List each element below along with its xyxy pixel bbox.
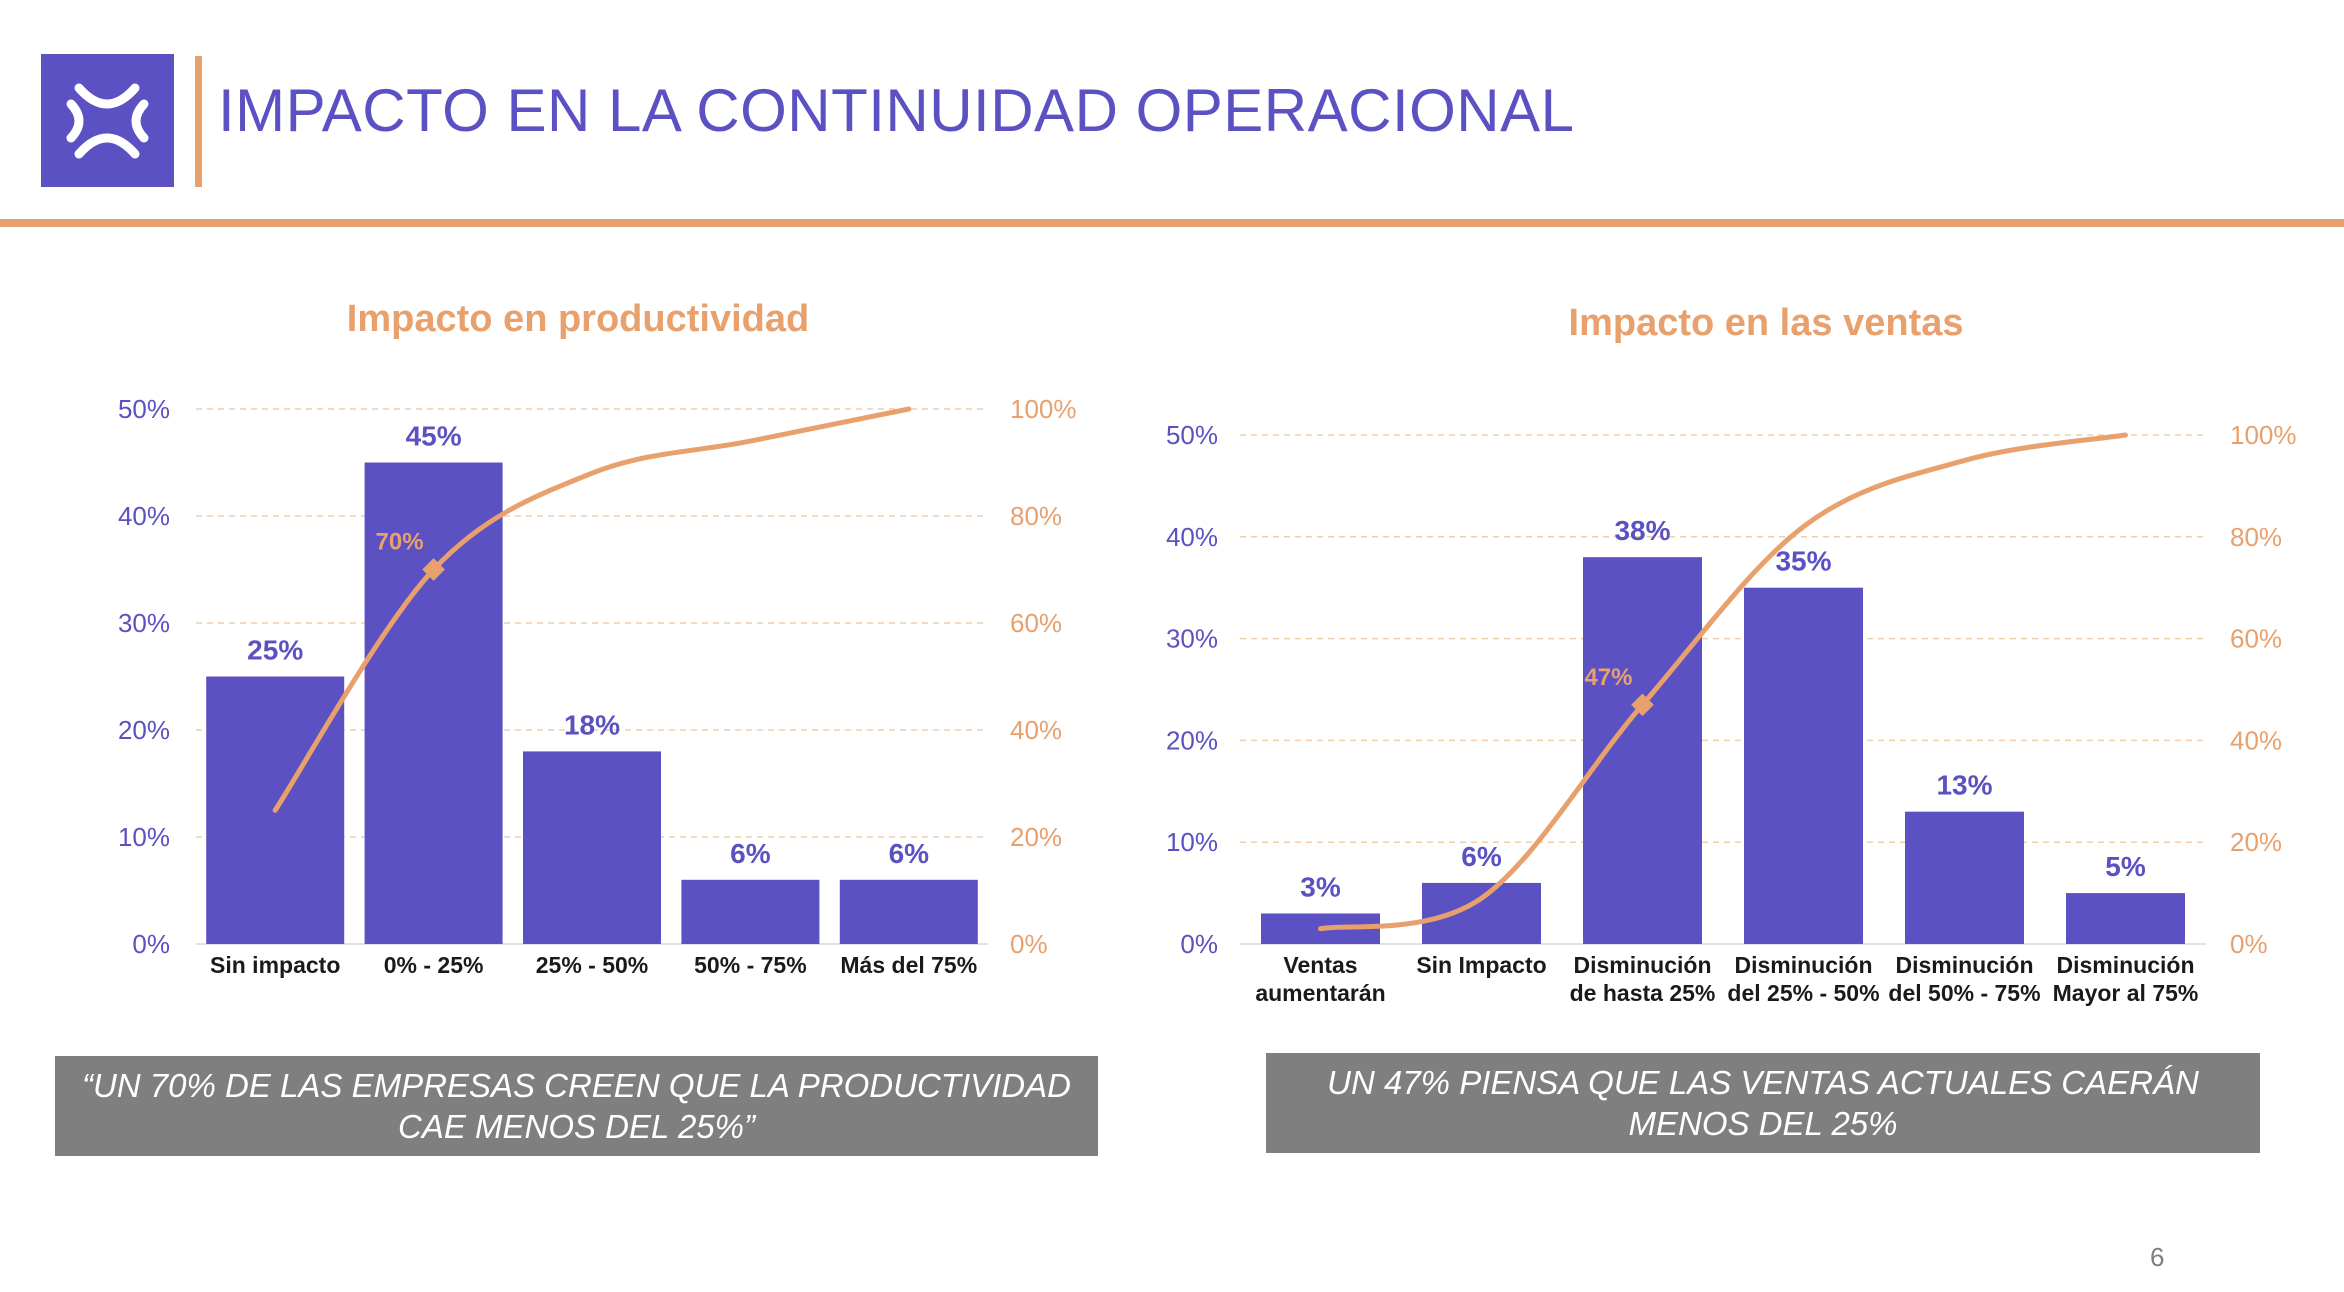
prod-bar xyxy=(364,462,503,944)
prod-bar xyxy=(523,751,661,944)
sales-category-label: Ventas xyxy=(1283,952,1357,978)
sales-y-tick-label: 10% xyxy=(1166,827,1218,857)
prod-category-label: Sin impacto xyxy=(210,952,340,978)
sales-cumulative-line xyxy=(1318,432,2128,932)
page-title: IMPACTO EN LA CONTINUIDAD OPERACIONAL xyxy=(218,77,1575,144)
productivity-quote-box: “UN 70% DE LAS EMPRESAS CREEN QUE LA PRO… xyxy=(55,1056,1098,1156)
sales-y-tick-label: 50% xyxy=(1166,420,1218,450)
sales-category-label: de hasta 25% xyxy=(1570,980,1716,1006)
prod-y2-tick-label: 100% xyxy=(1010,394,1077,424)
sales-category-label: Sin Impacto xyxy=(1416,952,1546,978)
prod-bar-value-label: 18% xyxy=(564,709,620,740)
prod-y2-tick-label: 0% xyxy=(1010,929,1048,959)
sales-y-tick-label: 0% xyxy=(1180,929,1218,959)
prod-y2-tick-label: 80% xyxy=(1010,501,1062,531)
prod-category-label: 50% - 75% xyxy=(694,952,807,978)
sales-bar-value-label: 13% xyxy=(1936,770,1992,801)
sales-category-label: aumentarán xyxy=(1255,980,1385,1006)
sales-bar-value-label: 3% xyxy=(1300,871,1341,902)
prod-y-tick-label: 30% xyxy=(118,608,170,638)
page-number: 6 xyxy=(2150,1242,2165,1272)
sales-category-label: Disminución xyxy=(1573,952,1711,978)
header-divider xyxy=(0,219,2344,227)
sales-bar xyxy=(1422,882,1541,944)
sales-bar xyxy=(1744,587,1863,944)
sales-y2-tick-label: 60% xyxy=(2230,624,2282,654)
sales-cumulative-marker-label: 47% xyxy=(1584,664,1632,691)
sales-bar-value-label: 35% xyxy=(1775,546,1831,577)
sales-bar xyxy=(1583,557,1702,944)
chart-title-sales: Impacto en las ventas xyxy=(1568,302,1964,344)
sales-bar-value-label: 38% xyxy=(1614,515,1670,546)
sales-bar-value-label: 5% xyxy=(2105,851,2146,882)
prod-y-tick-label: 0% xyxy=(132,929,170,959)
sales-y-tick-label: 40% xyxy=(1166,522,1218,552)
prod-y2-tick-label: 40% xyxy=(1010,715,1062,745)
sales-y2-tick-label: 100% xyxy=(2230,420,2297,450)
sales-cumulative-marker xyxy=(1631,693,1654,717)
sales-bar xyxy=(1905,811,2024,944)
sales-y2-tick-label: 20% xyxy=(2230,827,2282,857)
prod-category-label: 25% - 50% xyxy=(536,952,649,978)
prod-bar-value-label: 45% xyxy=(406,421,462,452)
prod-y-tick-label: 10% xyxy=(118,822,170,852)
prod-y-tick-label: 40% xyxy=(118,501,170,531)
prod-cumulative-marker-label: 70% xyxy=(376,529,424,556)
sales-y-tick-label: 30% xyxy=(1166,624,1218,654)
prod-y2-tick-label: 60% xyxy=(1010,608,1062,638)
prod-bar-value-label: 25% xyxy=(247,635,303,666)
prod-y-tick-label: 20% xyxy=(118,715,170,745)
sales-category-label: Disminución xyxy=(1734,952,1872,978)
sales-quote-text: UN 47% PIENSA QUE LAS VENTAS ACTUALES CA… xyxy=(1327,1064,2199,1142)
sales-category-label: del 25% - 50% xyxy=(1727,980,1879,1006)
prod-category-label: 0% - 25% xyxy=(384,952,484,978)
sales-category-label: del 50% - 75% xyxy=(1888,980,2040,1006)
prod-y2-tick-label: 20% xyxy=(1010,822,1062,852)
sales-y2-tick-label: 80% xyxy=(2230,522,2282,552)
prod-bar-value-label: 6% xyxy=(889,838,930,869)
title-accent-bar xyxy=(195,56,202,187)
sales-category-label: Disminución xyxy=(1895,952,2033,978)
prod-cumulative-marker xyxy=(422,558,445,581)
prod-category-label: Más del 75% xyxy=(840,952,977,978)
sales-category-label: Disminución xyxy=(2056,952,2194,978)
sales-bar-value-label: 6% xyxy=(1461,841,1502,872)
sales-bar xyxy=(2066,893,2185,944)
prod-bar xyxy=(839,879,978,944)
brand-logo-icon xyxy=(41,54,174,187)
productivity-quote-text: “UN 70% DE LAS EMPRESAS CREEN QUE LA PRO… xyxy=(81,1067,1071,1145)
sales-quote-box: UN 47% PIENSA QUE LAS VENTAS ACTUALES CA… xyxy=(1266,1053,2260,1153)
prod-bar xyxy=(681,879,820,944)
sales-category-label: Mayor al 75% xyxy=(2053,980,2199,1006)
sales-y2-tick-label: 40% xyxy=(2230,725,2282,755)
sales-y2-tick-label: 0% xyxy=(2230,929,2268,959)
prod-cumulative-line xyxy=(272,406,912,813)
chart-title-productivity: Impacto en productividad xyxy=(346,298,810,340)
prod-y-tick-label: 50% xyxy=(118,394,170,424)
sales-y-tick-label: 20% xyxy=(1166,725,1218,755)
prod-bar-value-label: 6% xyxy=(730,838,771,869)
